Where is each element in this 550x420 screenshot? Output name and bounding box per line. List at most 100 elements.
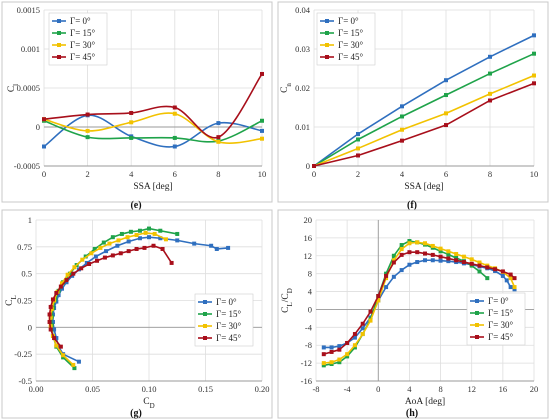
data-point (438, 246, 443, 251)
y-axis-label: Cn (280, 83, 293, 93)
data-point (504, 278, 509, 283)
data-point (87, 262, 92, 267)
data-point (115, 243, 120, 248)
data-point (172, 111, 177, 116)
data-point (391, 253, 396, 258)
panel-label: (f) (407, 200, 417, 211)
legend-marker (203, 300, 207, 304)
data-point (158, 236, 163, 241)
data-point (56, 293, 61, 298)
data-point (54, 299, 59, 304)
data-point (532, 81, 536, 86)
x-tick-label: 0.20 (255, 384, 270, 394)
legend-marker (203, 336, 207, 340)
y-tick-label: 4 (308, 287, 313, 297)
data-point (430, 252, 435, 257)
legend-label: Γ= 0° (70, 16, 91, 26)
data-point (399, 247, 404, 252)
x-axis-label: AoA [deg] (405, 397, 445, 407)
data-point (260, 118, 264, 123)
data-point (321, 361, 326, 366)
legend-marker (325, 43, 329, 47)
data-point (85, 128, 90, 133)
data-point (400, 114, 404, 119)
data-point (368, 318, 373, 323)
data-point (214, 246, 219, 251)
x-tick-label: -8 (312, 384, 319, 394)
data-point (444, 123, 448, 128)
data-point (129, 110, 134, 115)
x-tick-label: 0.05 (85, 384, 100, 394)
data-point (71, 362, 76, 367)
data-point (321, 363, 326, 368)
data-point (169, 260, 174, 265)
data-point (512, 276, 517, 281)
legend-label: Γ= 30° (338, 40, 364, 50)
data-point (52, 336, 57, 341)
series-line (313, 34, 535, 167)
data-point (454, 256, 459, 261)
data-point (89, 251, 94, 256)
data-point (128, 229, 133, 234)
legend-label: Γ= 45° (216, 333, 242, 343)
data-point (400, 104, 404, 109)
x-tick-label: 0.00 (29, 384, 44, 394)
y-axis-label: Cl (7, 84, 20, 92)
data-point (321, 345, 326, 350)
data-point (444, 78, 448, 83)
y-tick-label: 0 (306, 161, 310, 171)
data-point (488, 54, 492, 59)
data-point (512, 285, 517, 290)
legend: Γ= 0° Γ= 15° Γ= 30° Γ= 45° (194, 293, 254, 347)
panel-label: (h) (406, 408, 418, 419)
data-point (407, 239, 412, 244)
data-point (360, 321, 365, 326)
x-tick-label: 16 (499, 384, 508, 394)
data-point (415, 250, 420, 255)
data-point (175, 238, 180, 243)
data-point (147, 226, 151, 231)
data-point (477, 269, 482, 274)
data-point (446, 259, 451, 264)
series-gamma45 (47, 243, 174, 349)
data-point (67, 271, 72, 276)
data-point (118, 251, 123, 256)
data-point (356, 137, 360, 142)
x-axis-label: SSA [deg] (133, 182, 172, 192)
series-group (321, 239, 517, 368)
data-point (54, 336, 59, 341)
y-tick-label: -0.25 (14, 349, 32, 359)
legend-label: Γ= 15° (488, 308, 514, 318)
legend-label: Γ= 30° (488, 320, 514, 330)
data-point (59, 281, 64, 286)
series-line (323, 240, 488, 367)
data-point (147, 235, 151, 240)
data-point (444, 111, 448, 116)
data-point (384, 273, 389, 278)
data-point (110, 253, 115, 258)
legend-label: Γ= 0° (338, 16, 359, 26)
x-tick-label: 4 (407, 384, 412, 394)
y-axis-label: CL/CD (281, 288, 294, 313)
data-point (532, 73, 536, 78)
data-point (493, 267, 498, 272)
data-point (64, 278, 69, 283)
data-point (158, 228, 163, 233)
data-point (488, 91, 492, 96)
data-point (47, 312, 52, 317)
y-tick-label: 0.5 (21, 269, 32, 279)
x-tick-label: 0 (42, 169, 46, 179)
data-point (407, 241, 412, 246)
data-point (134, 233, 139, 238)
data-point (345, 340, 350, 345)
data-point (175, 231, 180, 236)
x-tick-label: 0 (312, 169, 316, 179)
data-point (110, 235, 115, 240)
data-point (423, 258, 427, 263)
legend-marker (475, 299, 479, 303)
legend-label: Γ= 15° (338, 28, 364, 38)
x-tick-label: 8 (438, 384, 442, 394)
data-point (216, 121, 221, 126)
data-point (488, 98, 492, 103)
